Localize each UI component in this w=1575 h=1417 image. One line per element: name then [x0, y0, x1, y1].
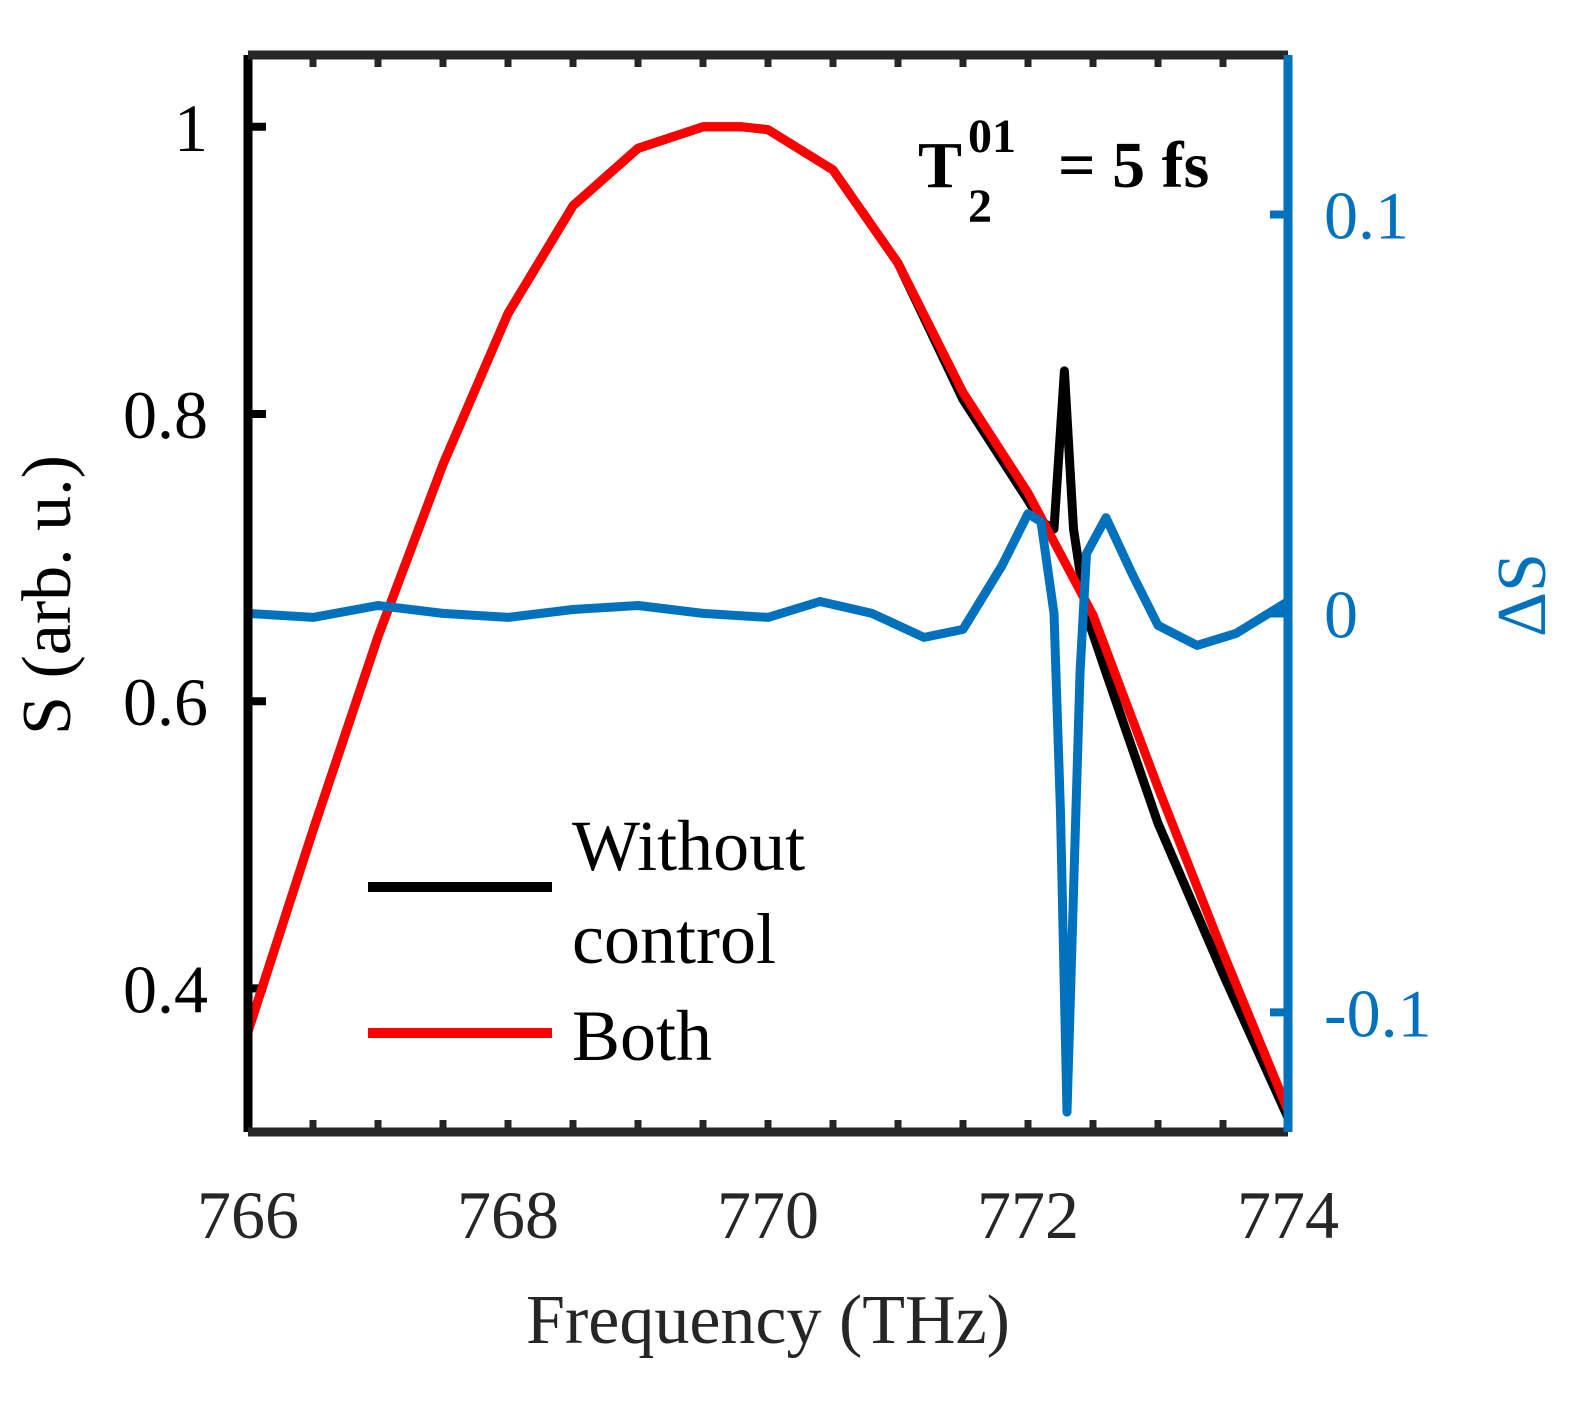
y-left-tick-label: 1 [174, 90, 208, 166]
x-tick-label: 772 [977, 1177, 1079, 1253]
plot-background [248, 55, 1288, 1132]
x-tick-label: 768 [457, 1177, 559, 1253]
legend: Without control Both [368, 806, 805, 1076]
annotation-t2: T 01 2 = 5 fs [918, 110, 1209, 233]
y-left-tick-label: 0.6 [123, 664, 208, 740]
legend-label-both: Both [572, 996, 712, 1076]
y-left-tick-label: 0.8 [123, 377, 208, 453]
axes-layer [243, 50, 1293, 1137]
annotation-subscript: 2 [968, 180, 992, 233]
series-layer [248, 122, 1288, 1123]
legend-label-without-line1: Without [572, 806, 805, 886]
y-left-axis-title: S (arb. u.) [9, 455, 86, 735]
x-tick-label: 774 [1237, 1177, 1339, 1253]
y-left-tick-label: 0.4 [123, 951, 208, 1027]
annotation-main: T [918, 129, 962, 202]
x-axis-title: Frequency (THz) [526, 1282, 1010, 1359]
annotation-rest: = 5 fs [1058, 129, 1209, 202]
plot-area [248, 55, 1288, 1132]
series-delta-s [248, 509, 1288, 1117]
x-tick-label: 766 [197, 1177, 299, 1253]
y-right-tick-label: 0.1 [1324, 178, 1409, 254]
y-right-tick-label: -0.1 [1324, 975, 1432, 1051]
legend-label-without-line2: control [572, 899, 776, 979]
series-both [248, 122, 1288, 1115]
labels-layer: 766 768 770 772 774 0.4 0.6 0.8 1 -0.1 0 0.1 [123, 90, 1432, 1253]
y-right-axis-title: ΔS [1484, 553, 1561, 637]
annotation-superscript: 01 [968, 110, 1016, 163]
x-tick-label: 770 [717, 1177, 819, 1253]
y-right-tick-label: 0 [1324, 576, 1358, 652]
